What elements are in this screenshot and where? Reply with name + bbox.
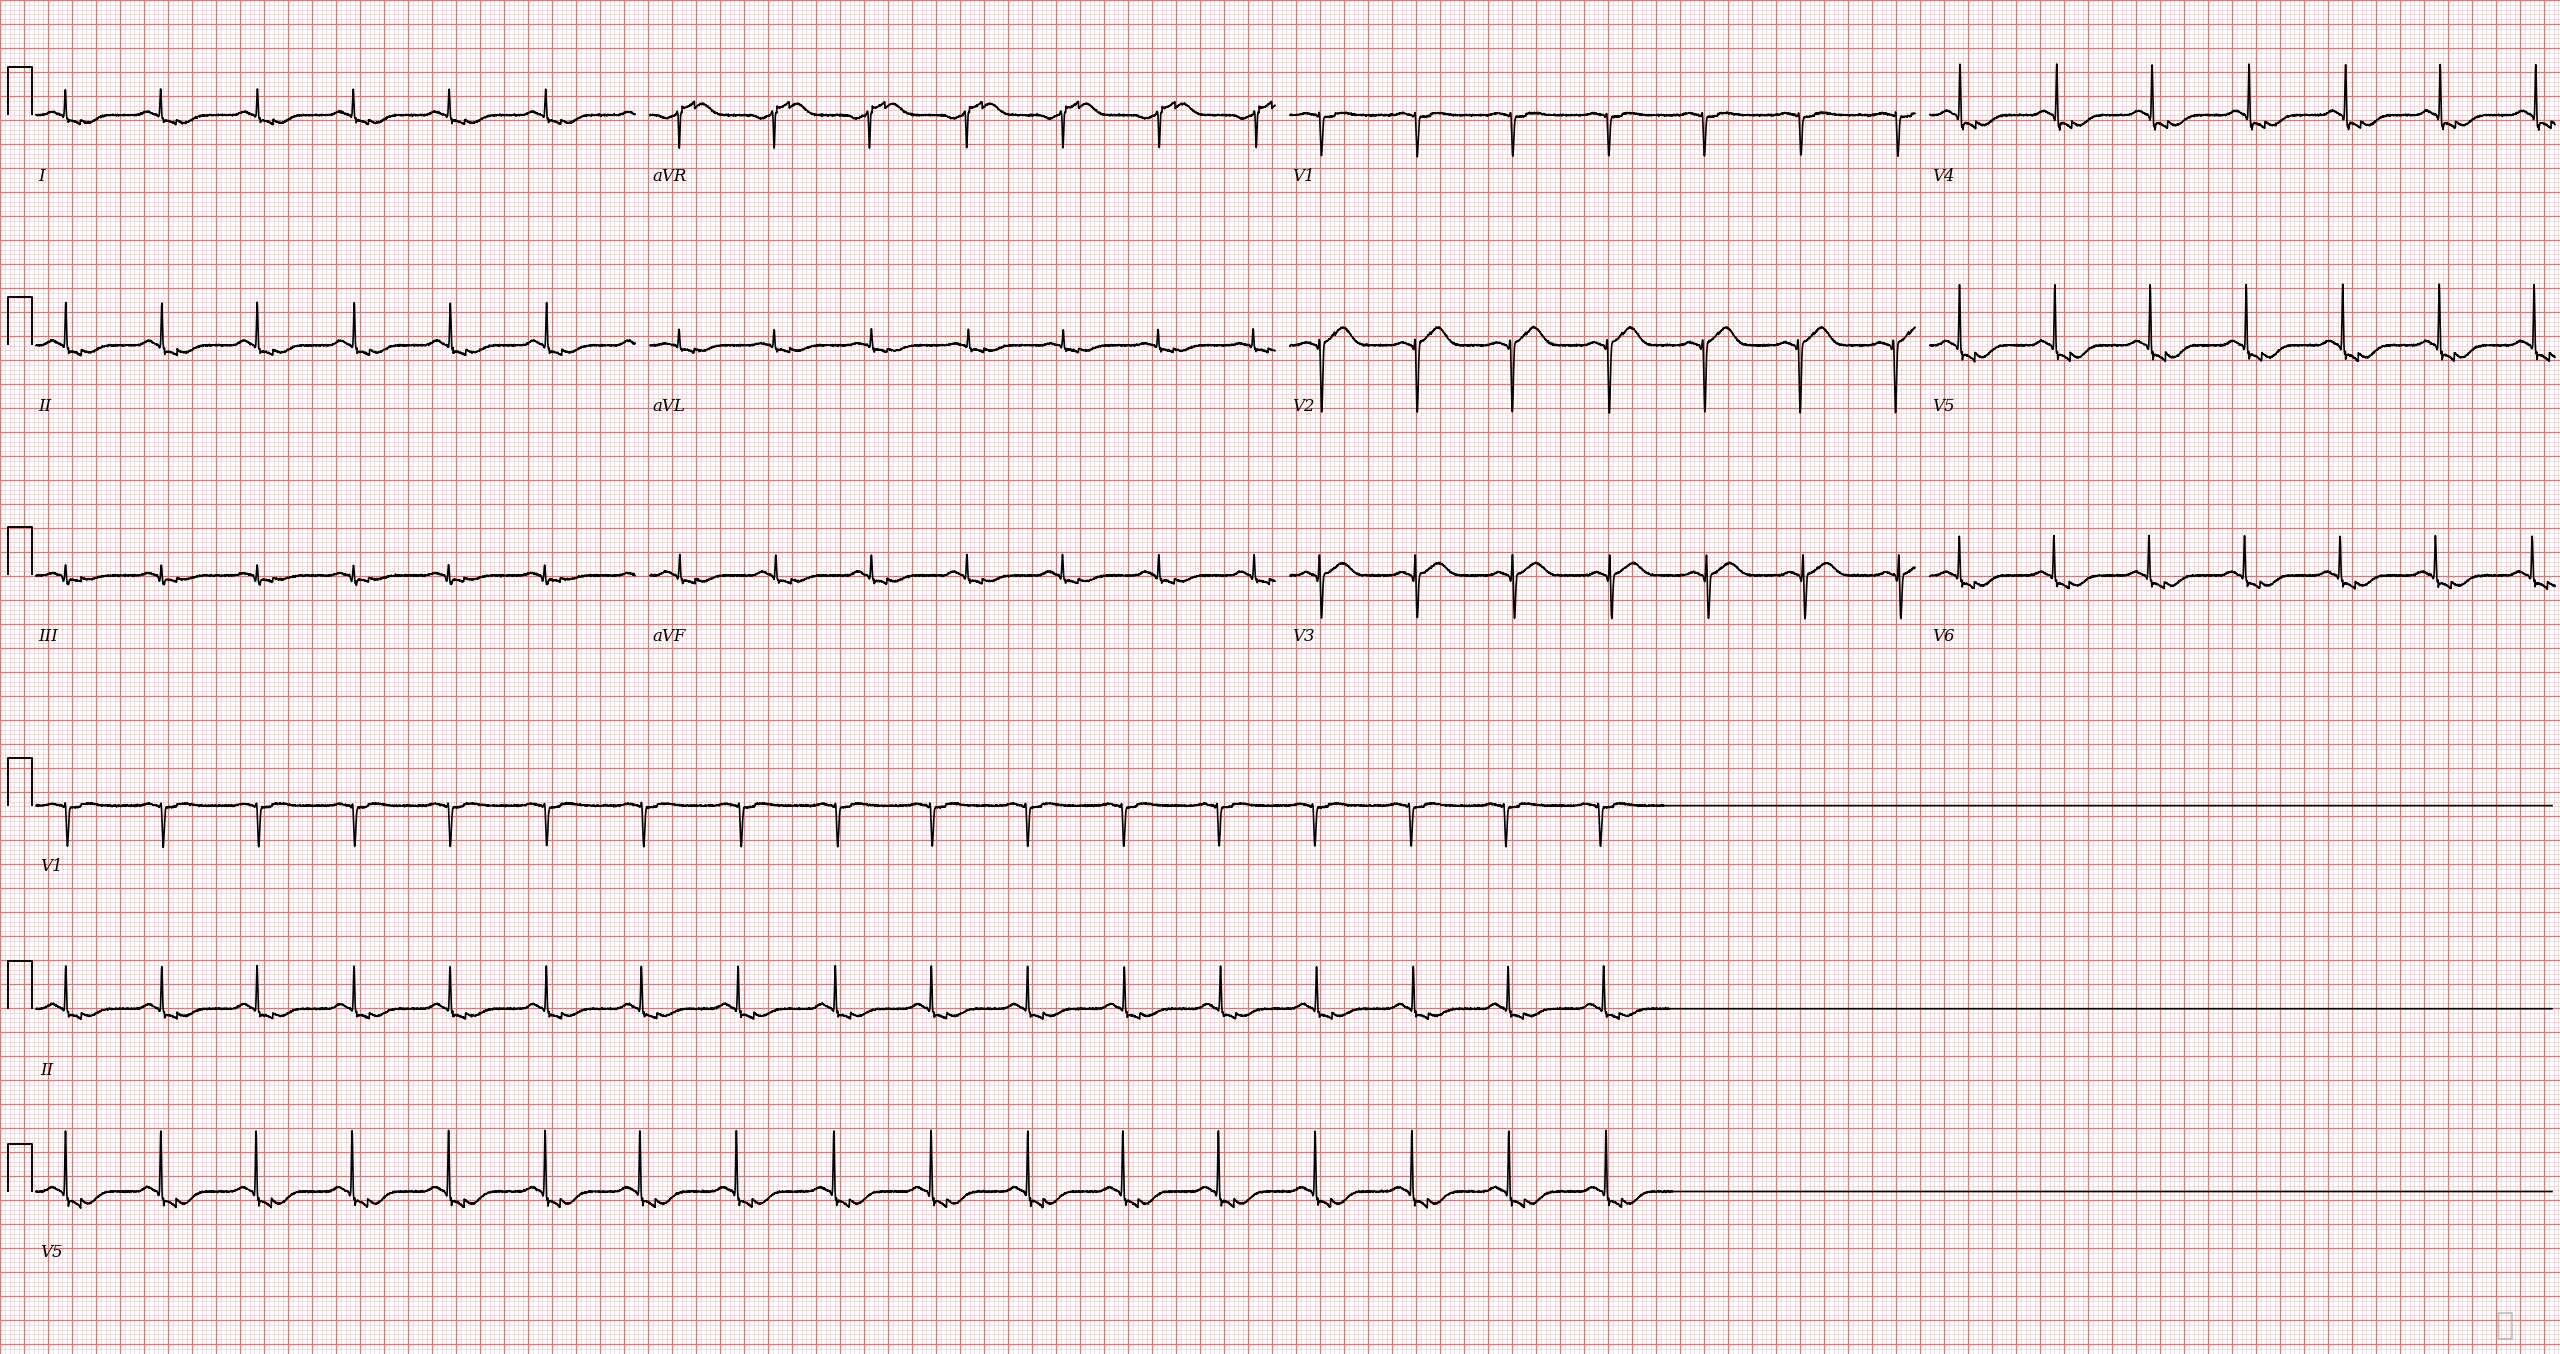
Text: V2: V2 [1293, 398, 1316, 416]
Text: aVL: aVL [653, 398, 686, 416]
Text: I: I [38, 168, 44, 185]
Text: V1: V1 [1293, 168, 1316, 185]
Text: V4: V4 [1933, 168, 1956, 185]
Text: V1: V1 [41, 858, 61, 876]
Text: V3: V3 [1293, 628, 1316, 646]
Text: 🐺: 🐺 [2496, 1312, 2514, 1340]
Text: V6: V6 [1933, 628, 1956, 646]
Text: V5: V5 [1933, 398, 1956, 416]
Text: V5: V5 [41, 1244, 61, 1262]
Text: aVR: aVR [653, 168, 686, 185]
Text: aVF: aVF [653, 628, 686, 646]
Text: II: II [41, 1062, 54, 1079]
Text: II: II [38, 398, 51, 416]
Text: III: III [38, 628, 59, 646]
